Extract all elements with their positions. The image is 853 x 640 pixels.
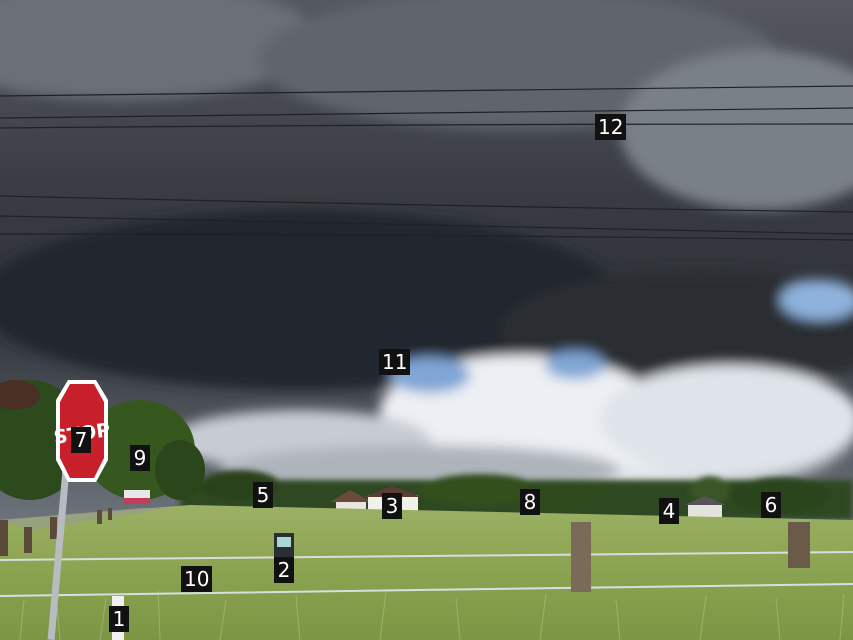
marker-2: 2 (274, 557, 294, 583)
marker-5: 5 (253, 482, 273, 508)
marker-9: 9 (130, 445, 150, 471)
marker-1: 1 (109, 606, 129, 632)
marker-10: 10 (181, 566, 212, 592)
marker-7: 7 (71, 427, 91, 453)
marker-8: 8 (520, 489, 540, 515)
marker-12: 12 (595, 114, 626, 140)
marker-11: 11 (379, 349, 410, 375)
marker-4: 4 (659, 498, 679, 524)
marker-3: 3 (382, 493, 402, 519)
marker-6: 6 (761, 492, 781, 518)
